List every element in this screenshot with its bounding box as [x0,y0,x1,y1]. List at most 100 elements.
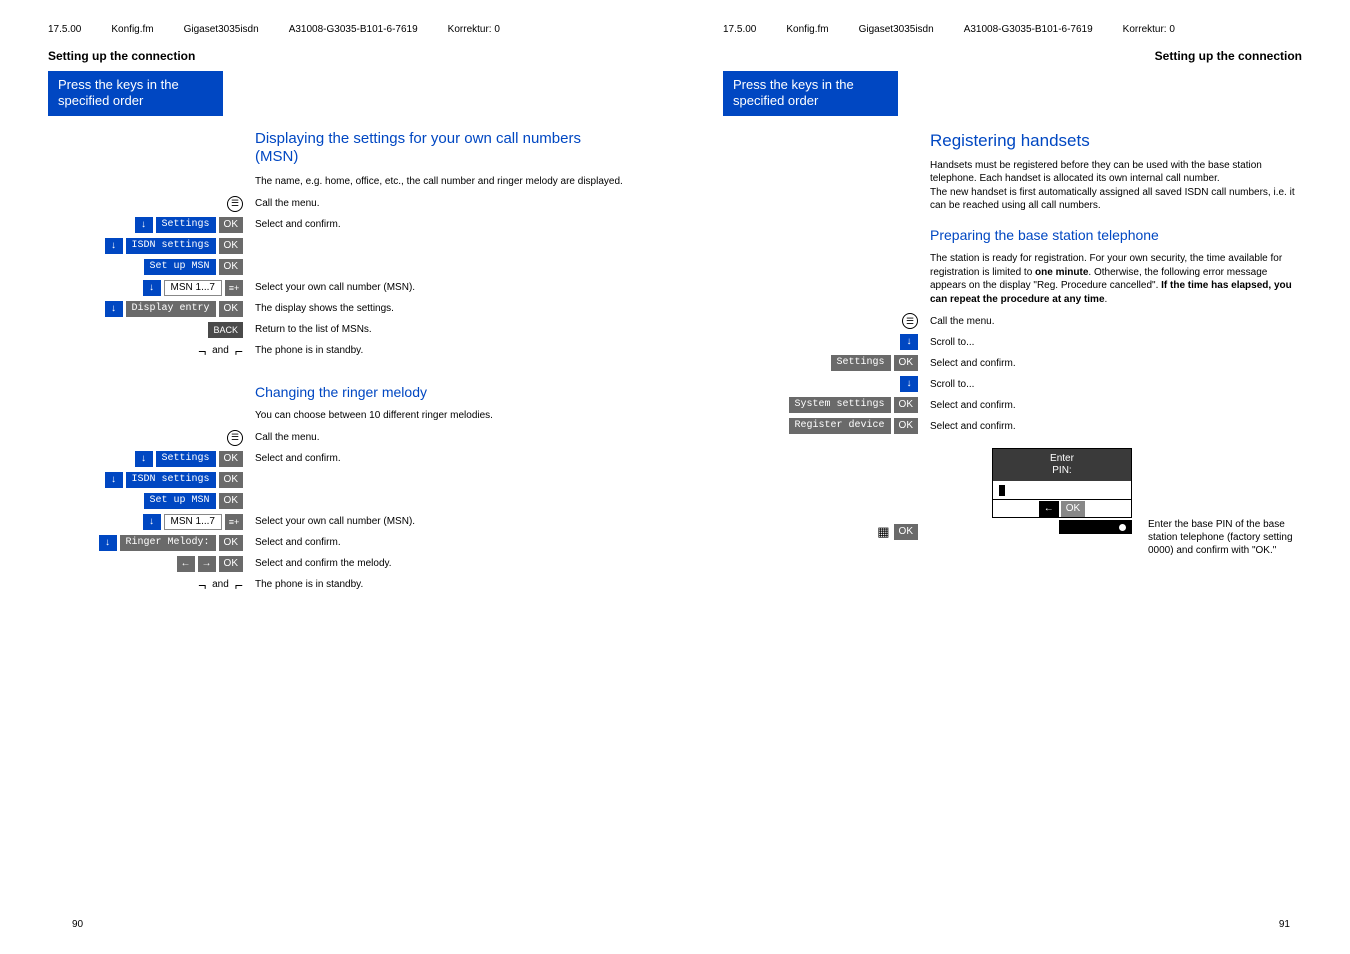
body-preparing: The station is ready for registration. F… [930,252,1302,306]
keypad-icon: ▦ [877,524,889,540]
isdn-settings-chip: ISDN settings [126,472,216,488]
desc-call-menu: Call the menu. [243,197,627,210]
msn-chip: MSN 1...7 [164,514,222,530]
down-arrow-icon [99,535,117,551]
page-number-left: 90 [72,919,83,930]
hdr-korrektur: Korrektur: 0 [448,24,500,35]
ok-chip: OK [219,301,243,317]
menu-icon: ☰ [902,313,918,329]
left-arrow-icon [177,556,195,572]
step-system-settings: System settings OK Select and confirm. [723,396,1302,414]
ok-chip: OK [219,472,243,488]
desc-standby-2: The phone is in standby. [243,578,627,591]
step-settings-2: Settings OK Select and confirm. [48,450,627,468]
step-msn-select-1: MSN 1...7 Select your own call number (M… [48,279,627,297]
header-row-left: 17.5.00 Konfig.fm Gigaset3035isdn A31008… [48,24,627,35]
handset-lift-icon: ⌐ [198,343,206,359]
ringer-melody-chip: Ringer Melody: [120,535,216,551]
ok-chip: OK [219,259,243,275]
desc-select-confirm-2: Select and confirm. [243,452,627,465]
down-arrow-icon [105,301,123,317]
step-standby-1: ⌐ and ⌐ The phone is in standby. [48,342,627,360]
step-display-entry: Display entry OK The display shows the s… [48,300,627,318]
desc-select-own: Select your own call number (MSN). [243,281,627,294]
body-display-settings: The name, e.g. home, office, etc., the c… [255,175,627,189]
ok-chip: OK [219,556,243,572]
desc-select-melody: Select and confirm the melody. [243,557,627,570]
backspace-icon: ← [1039,501,1059,517]
hdr-product: Gigaset3035isdn [859,24,934,35]
step-ringer-melody: Ringer Melody: OK Select and confirm. [48,534,627,552]
handset-lift-icon: ⌐ [198,577,206,593]
pin-input-area [993,481,1131,499]
step-isdn-settings-2: ISDN settings OK [48,471,627,489]
list-icon [225,514,243,530]
ok-chip: OK [894,397,918,413]
down-arrow-icon [105,238,123,254]
desc-select-confirm-r2: Select and confirm. [918,399,1302,412]
page-right: 17.5.00 Konfig.fm Gigaset3035isdn A31008… [675,0,1350,954]
blue-box-l1: Press the keys in the [733,77,888,93]
ok-softkey: OK [1061,501,1085,517]
step-set-up-msn-1: Set up MSN OK [48,258,627,276]
step-scroll-2: Scroll to... [723,375,1302,393]
heading-preparing: Preparing the base station telephone [930,227,1302,245]
settings-chip-r: Settings [831,355,891,371]
ok-chip: OK [219,493,243,509]
desc-standby: The phone is in standby. [243,344,627,357]
heading-registering: Registering handsets [930,130,1302,151]
step-isdn-settings: ISDN settings OK [48,237,627,255]
step-call-menu-2: ☰ Call the menu. [48,429,627,447]
isdn-settings-chip: ISDN settings [126,238,216,254]
step-scroll-1: Scroll to... [723,333,1302,351]
desc-call-menu-2: Call the menu. [243,431,627,444]
step-register-device: Register device OK Select and confirm. [723,417,1302,435]
desc-display-shows: The display shows the settings. [243,302,627,315]
hdr-file: Konfig.fm [786,24,828,35]
register-device-chip: Register device [789,418,891,434]
blue-box-l2: specified order [58,93,213,109]
desc-select-confirm: Select and confirm. [243,218,627,231]
step-standby-2: ⌐ and ⌐ The phone is in standby. [48,576,627,594]
heading-display-settings: Displaying the settings for your own cal… [255,130,627,168]
pin-softkey-row: ← OK [993,499,1131,517]
menu-icon: ☰ [227,196,243,212]
pin-description: Enter the base PIN of the base station t… [1148,518,1308,557]
blue-box-l1: Press the keys in the [58,77,213,93]
down-arrow-icon [900,334,918,350]
desc-scroll-1: Scroll to... [918,336,1302,349]
step-set-up-msn-2: Set up MSN OK [48,492,627,510]
and-text: and [209,579,232,590]
hdr-date: 17.5.00 [48,24,81,35]
down-arrow-icon [143,514,161,530]
step-settings-r: Settings OK Select and confirm. [723,354,1302,372]
section-title-row-left: Setting up the connection [48,49,627,63]
instruction-box-left: Press the keys in the specified order [48,71,223,116]
section-display-settings: Displaying the settings for your own cal… [48,130,627,195]
pin-label: PIN: [993,465,1131,477]
ok-chip: OK [894,524,918,540]
set-up-msn-chip: Set up MSN [144,259,216,275]
ok-chip: OK [894,355,918,371]
down-arrow-icon [105,472,123,488]
step-back: BACK Return to the list of MSNs. [48,321,627,339]
handset-down-icon: ⌐ [235,343,243,359]
step-call-menu-r: ☰ Call the menu. [723,312,1302,330]
section-ringer-melody: Changing the ringer melody You can choos… [48,370,627,429]
settings-chip: Settings [156,217,216,233]
pin-indicator [992,520,1132,534]
section-registering: Registering handsets Handsets must be re… [723,130,1302,313]
section-title-row-right: Setting up the connection [723,49,1302,63]
body-registering: Handsets must be registered before they … [930,159,1302,213]
set-up-msn-chip: Set up MSN [144,493,216,509]
right-arrow-icon [198,556,216,572]
handset-down-icon: ⌐ [235,577,243,593]
ok-chip: OK [894,418,918,434]
hdr-file: Konfig.fm [111,24,153,35]
pin-screen: Enter PIN: ← OK [992,448,1132,518]
step-call-menu-1: ☰ Call the menu. [48,195,627,213]
ok-chip: OK [219,535,243,551]
pin-enter: Enter [993,453,1131,465]
down-arrow-icon [900,376,918,392]
hdr-korrektur: Korrektur: 0 [1123,24,1175,35]
